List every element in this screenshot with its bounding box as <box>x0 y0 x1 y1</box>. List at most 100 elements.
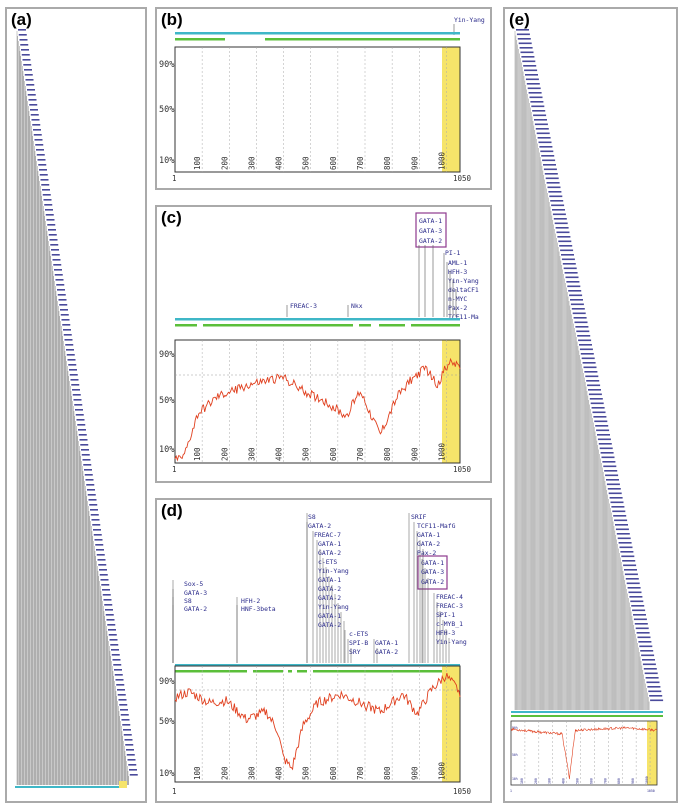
panel-d-tf-label: GATA-2 <box>318 585 341 593</box>
svg-text:1000: 1000 <box>437 442 446 461</box>
panel-d-tf-label: SRY <box>349 648 361 656</box>
svg-text:GATA-1: GATA-1 <box>419 217 442 225</box>
svg-text:800: 800 <box>383 766 392 780</box>
panel-b-label: (b) <box>161 10 183 29</box>
panel-e-chart: 90% 50% 10% 100 200 300 400 500 600 700 800 900 1… <box>510 29 664 793</box>
svg-text:90%: 90% <box>512 726 518 730</box>
svg-text:TCF11-Ma: TCF11-Ma <box>448 313 479 321</box>
panel-d-tf-label: SPI-1 <box>436 611 455 619</box>
panel-e-label: (e) <box>509 10 530 29</box>
svg-text:300: 300 <box>247 766 256 780</box>
panel-b-chart: Yin-Yang 90% 50% 10% 100 200 300 400 500 600 7… <box>159 16 485 183</box>
panel-d-tf-label: GATA-1 <box>318 612 341 620</box>
panel-d-tf-label: FREAC-7 <box>314 531 341 539</box>
svg-text:deltaCF1: deltaCF1 <box>448 286 479 294</box>
svg-text:1050: 1050 <box>453 174 472 183</box>
svg-text:1050: 1050 <box>453 465 472 474</box>
panel-c-chart: GATA-1 GATA-3 GATA-2 PI-1 AML-1 HFH-3 Yi… <box>159 212 479 474</box>
svg-text:1000: 1000 <box>437 761 446 780</box>
panel-d-tf-label: GATA-2 <box>318 594 341 602</box>
panel-d-tf-label: GATA-2 <box>318 549 341 557</box>
svg-text:1000: 1000 <box>437 151 446 170</box>
panel-d: (d) Sox-5 GATA-3 S8 GATA-2 HFH-2 HNF-3beta S8 G… <box>155 498 492 803</box>
svg-text:n-MYC: n-MYC <box>448 295 467 303</box>
svg-text:Nkx: Nkx <box>351 302 363 310</box>
svg-text:200: 200 <box>220 156 229 170</box>
panel-d-tf-label: Yin-Yang <box>318 603 349 611</box>
svg-text:100: 100 <box>193 447 202 461</box>
svg-text:200: 200 <box>220 766 229 780</box>
svg-text:100: 100 <box>193 156 202 170</box>
svg-text:400: 400 <box>275 156 284 170</box>
panel-d-tf-label: GATA-2 <box>184 605 207 613</box>
panel-d-tf-label: c-ETS <box>318 558 337 566</box>
svg-text:300: 300 <box>247 447 256 461</box>
panel-d-tf-label: Pax-2 <box>417 549 436 557</box>
svg-text:10%: 10% <box>159 156 174 166</box>
panel-d-tf-label: GATA-3 <box>421 568 444 576</box>
panel-e-conservation-curve <box>510 726 658 780</box>
svg-text:1050: 1050 <box>453 787 472 796</box>
svg-text:300: 300 <box>247 156 256 170</box>
svg-text:700: 700 <box>356 447 365 461</box>
panel-c-gridlines <box>201 340 447 463</box>
panel-d-tf-label: FREAC-3 <box>436 602 463 610</box>
panel-b-gridlines <box>201 47 447 172</box>
panel-c: (c) GATA-1 GATA-3 GATA-2 PI-1 AML-1 HFH-… <box>155 205 492 483</box>
svg-text:800: 800 <box>383 156 392 170</box>
svg-text:1: 1 <box>172 174 177 183</box>
panel-e-binding-lines <box>514 31 650 710</box>
panel-d-tf-label: HNF-3beta <box>241 605 276 613</box>
panel-d-tf-label: HFH-3 <box>436 629 455 637</box>
panel-b-tf-yin-yang: Yin-Yang <box>454 16 485 24</box>
panel-d-chart: Sox-5GATA-3S8GATA-2HFH-2HNF-3betaS8GATA-… <box>159 513 472 796</box>
svg-text:900: 900 <box>410 156 419 170</box>
panel-e-gridlines <box>524 721 651 785</box>
svg-text:200: 200 <box>220 447 229 461</box>
panel-d-tf-label: TCF11-MafG <box>417 522 456 530</box>
svg-text:50%: 50% <box>512 753 518 757</box>
svg-text:1050: 1050 <box>647 789 655 793</box>
panel-d-tf-label: GATA-2 <box>318 621 341 629</box>
panel-d-tf-label: S8 <box>184 597 192 605</box>
svg-text:600: 600 <box>329 156 338 170</box>
panel-d-tf-label: Yin-Yang <box>318 567 349 575</box>
svg-text:GATA-2: GATA-2 <box>419 237 442 245</box>
svg-text:400: 400 <box>275 447 284 461</box>
svg-text:500: 500 <box>576 778 580 784</box>
svg-text:1: 1 <box>172 787 177 796</box>
panel-d-gridlines <box>201 666 447 782</box>
panel-d-tf-label: HFH-2 <box>241 597 260 605</box>
svg-text:700: 700 <box>356 156 365 170</box>
panel-d-tf-label: Yin-Yang <box>436 638 467 646</box>
svg-text:400: 400 <box>562 778 566 784</box>
panel-d-tf-label: GATA-1 <box>375 639 398 647</box>
svg-text:GATA-3: GATA-3 <box>419 227 442 235</box>
panel-e-binding-labels <box>516 29 664 702</box>
panel-a: (a) <box>5 7 147 803</box>
svg-text:10%: 10% <box>512 777 518 781</box>
svg-text:FREAC-3: FREAC-3 <box>290 302 317 310</box>
panel-d-tf-label: S8 <box>308 513 316 521</box>
svg-text:300: 300 <box>548 778 552 784</box>
svg-text:900: 900 <box>410 766 419 780</box>
panel-a-label: (a) <box>11 10 32 29</box>
svg-text:1000: 1000 <box>645 776 649 784</box>
svg-text:90%: 90% <box>159 60 174 70</box>
svg-text:700: 700 <box>356 766 365 780</box>
panel-d-conservation-curve <box>174 672 461 771</box>
svg-text:600: 600 <box>329 766 338 780</box>
svg-text:AML-1: AML-1 <box>448 259 467 267</box>
panel-d-tf-label: SRIF <box>411 513 427 521</box>
svg-text:90%: 90% <box>159 677 174 687</box>
panel-d-tf-label: GATA-1 <box>318 576 341 584</box>
svg-text:700: 700 <box>603 778 607 784</box>
panel-a-binding-labels <box>18 29 138 776</box>
svg-text:800: 800 <box>383 447 392 461</box>
svg-text:Pax-2: Pax-2 <box>448 304 467 312</box>
panel-d-tf-label: GATA-1 <box>417 531 440 539</box>
panel-d-tf-label: GATA-2 <box>375 648 398 656</box>
panel-c-conservation-curve <box>174 357 461 462</box>
panel-d-label: (d) <box>161 501 183 520</box>
svg-text:1: 1 <box>172 465 177 474</box>
